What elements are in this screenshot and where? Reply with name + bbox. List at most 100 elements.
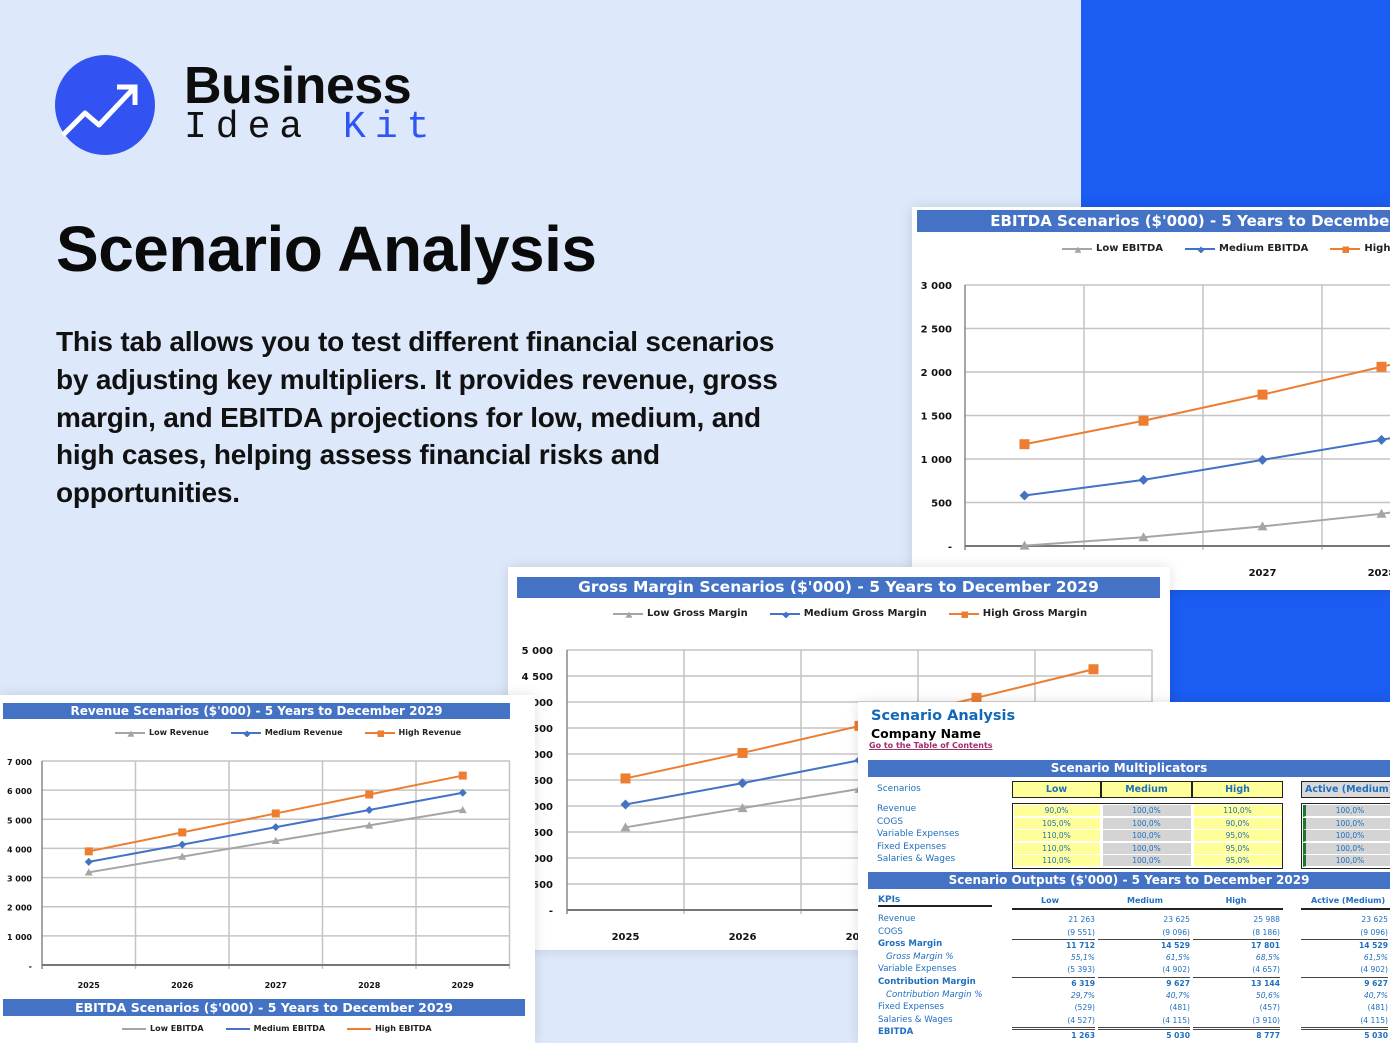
output-active-value: 5 030 xyxy=(1301,1027,1388,1040)
legend-label: Medium EBITDA xyxy=(253,1024,326,1033)
output-value: (5 393) xyxy=(1067,965,1095,975)
output-active-value: (9 096) xyxy=(1360,927,1388,937)
mult-input[interactable]: 95,0% xyxy=(1193,842,1282,855)
legend-swatch xyxy=(364,730,395,737)
y-tick-label: 5 000 xyxy=(522,646,553,657)
high-point xyxy=(1138,415,1149,426)
output-active-value: (4 115) xyxy=(1360,1015,1388,1025)
series-diamond xyxy=(84,788,467,866)
chart-title: Revenue Scenarios ($'000) - 5 Years to D… xyxy=(3,703,510,719)
legend-item: Low Revenue xyxy=(115,728,209,737)
page-title: Scenario Analysis xyxy=(56,213,597,285)
output-value: 6 319 xyxy=(1012,977,1095,990)
mult-input[interactable]: 110,0% xyxy=(1013,855,1100,868)
high-point xyxy=(271,809,280,818)
y-tick-label: 7 000 xyxy=(7,758,32,767)
chart-legend: Low Revenue Medium Revenue High Revenue xyxy=(115,728,461,737)
description-line: by adjusting key multipliers. It provide… xyxy=(56,363,778,395)
description-line: high cases, helping assess financial ris… xyxy=(56,439,660,471)
output-active-value: 23 625 xyxy=(1361,915,1388,924)
scenario-sheet: Scenario Analysis Company Name Go to the… xyxy=(858,702,1390,1043)
low-point xyxy=(1257,521,1268,531)
y-tick-label: 2 000 xyxy=(7,904,32,913)
logo-trend-icon xyxy=(55,55,155,155)
legend-item-high: High EBITDA xyxy=(347,1024,432,1033)
legend-label: High Revenue xyxy=(398,728,462,737)
output-active-value: 9 627 xyxy=(1301,977,1388,990)
legend-label: High Gross Margin xyxy=(982,608,1088,619)
mult-input[interactable]: 95,0% xyxy=(1193,830,1282,843)
outputs-active-rule xyxy=(1301,908,1390,910)
mult-input[interactable]: 100,0% xyxy=(1102,830,1191,843)
x-tick-label: 2029 xyxy=(452,981,475,990)
mult-active-value: 100,0% xyxy=(1302,830,1390,843)
output-value: 21 263 xyxy=(1068,915,1095,924)
low-point xyxy=(458,805,467,814)
output-row-label: Contribution Margin % xyxy=(886,989,983,1000)
legend-label: High EBITDA xyxy=(375,1024,432,1033)
low-point xyxy=(84,868,93,876)
legend-item: High EBITDA xyxy=(1330,243,1390,254)
mult-input[interactable]: 100,0% xyxy=(1102,805,1191,817)
ebitda-chart-panel: EBITDA Scenarios ($'000) - 5 Years to De… xyxy=(912,207,1390,590)
low-point xyxy=(620,822,631,832)
legend-label: Low EBITDA xyxy=(1096,243,1163,254)
medium-point xyxy=(737,778,748,789)
output-value: 25 988 xyxy=(1253,915,1280,924)
mult-input[interactable]: 90,0% xyxy=(1193,817,1282,830)
x-tick-label: 2027 xyxy=(1249,568,1277,579)
mult-input[interactable]: 100,0% xyxy=(1102,817,1191,830)
mult-row-label: Fixed Expenses xyxy=(877,841,947,852)
mult-active-value: 100,0% xyxy=(1302,842,1390,855)
y-tick-label: 4 500 xyxy=(522,672,553,683)
mult-input[interactable]: 90,0% xyxy=(1013,805,1100,817)
output-value: 1 263 xyxy=(1012,1027,1095,1040)
mult-input[interactable]: 110,0% xyxy=(1013,842,1100,855)
low-point xyxy=(178,852,187,860)
legend-item: Low EBITDA xyxy=(1062,243,1163,254)
high-point xyxy=(620,773,631,784)
mult-input[interactable]: 110,0% xyxy=(1193,805,1282,817)
medium-point xyxy=(1019,490,1030,501)
outputs-active-header: Active (Medium) xyxy=(1311,896,1386,905)
mult-input[interactable]: 110,0% xyxy=(1013,830,1100,843)
logo-kit: Kit xyxy=(343,106,439,149)
logo-business: Business xyxy=(184,57,412,115)
y-tick-label: 1 500 xyxy=(522,828,553,839)
high-point xyxy=(1342,246,1350,253)
y-tick-label: - xyxy=(29,962,32,971)
y-tick-label: - xyxy=(948,542,952,553)
mult-input[interactable]: 100,0% xyxy=(1102,842,1191,855)
y-tick-label: 2 500 xyxy=(522,776,553,787)
medium-point xyxy=(782,611,789,618)
output-value: 23 625 xyxy=(1163,915,1190,924)
x-tick-label: 2027 xyxy=(265,981,287,990)
output-value: (4 902) xyxy=(1162,965,1190,975)
output-value: (9 551) xyxy=(1067,927,1095,937)
description: This tab allows you to test different fi… xyxy=(56,323,778,512)
output-value: 50,6% xyxy=(1255,990,1280,1000)
mult-input[interactable]: 95,0% xyxy=(1193,855,1282,868)
kpi-header: KPIs xyxy=(878,895,992,907)
scenario-header-2: High xyxy=(1192,781,1283,798)
y-tick-label: 2 500 xyxy=(921,325,952,336)
output-value: (8 186) xyxy=(1252,927,1280,937)
legend-label: Medium Gross Margin xyxy=(803,608,927,619)
mult-input[interactable]: 100,0% xyxy=(1102,855,1191,868)
toc-link[interactable]: Go to the Table of Contents xyxy=(869,741,993,750)
mult-input[interactable]: 105,0% xyxy=(1013,817,1100,830)
ebitda-footer-legend: Low EBITDA Medium EBITDA High EBITDA xyxy=(122,1024,432,1033)
mult-active-value: 100,0% xyxy=(1302,805,1390,817)
y-tick-label: 1 000 xyxy=(921,455,952,466)
legend-label: Low Gross Margin xyxy=(647,608,748,619)
x-tick-label: 2026 xyxy=(171,981,194,990)
scenario-header-1: Medium xyxy=(1101,781,1192,798)
logo-idea-kit: Idea Kit xyxy=(184,106,438,149)
multiplicators-title: Scenario Multiplicators xyxy=(868,760,1390,777)
legend-label: Low EBITDA xyxy=(150,1024,204,1033)
output-value: (4 115) xyxy=(1162,1015,1190,1025)
x-tick-label: 2025 xyxy=(612,932,640,943)
description-line: margin, and EBITDA projections for low, … xyxy=(56,401,761,433)
legend-item: Medium Revenue xyxy=(230,728,343,737)
